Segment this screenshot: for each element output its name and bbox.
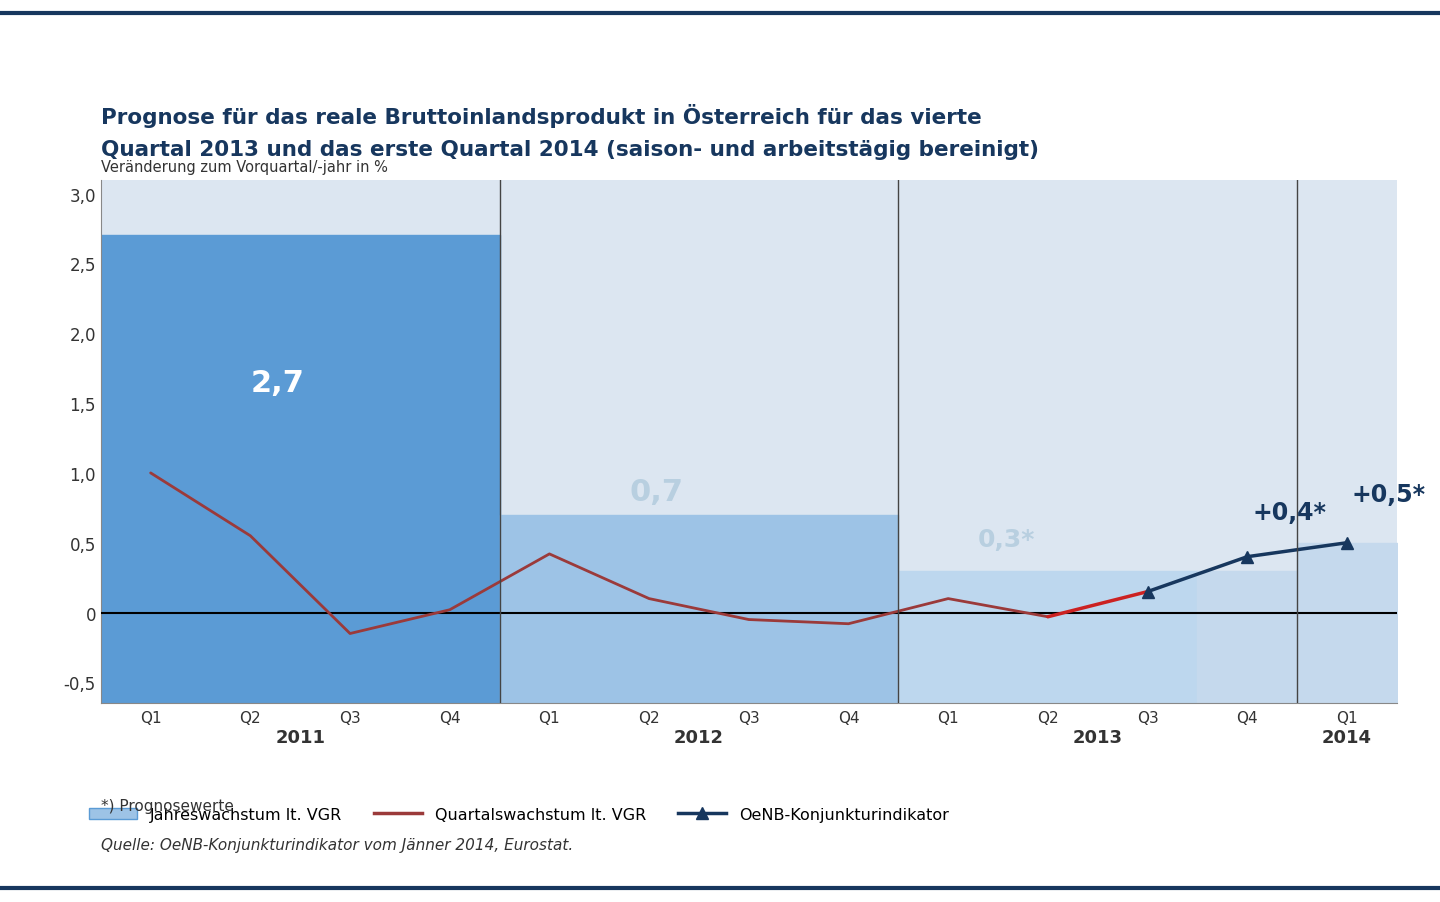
Text: Veränderung zum Vorquartal/-jahr in %: Veränderung zum Vorquartal/-jahr in % [101, 160, 387, 175]
Text: 2,7: 2,7 [251, 368, 304, 397]
Text: Quelle: OeNB-Konjunkturindikator vom Jänner 2014, Eurostat.: Quelle: OeNB-Konjunkturindikator vom Jän… [101, 837, 573, 852]
Text: Prognose für das reale Bruttoinlandsprodukt in Österreich für das vierte: Prognose für das reale Bruttoinlandsprod… [101, 104, 982, 128]
Text: Quartal 2013 und das erste Quartal 2014 (saison- und arbeitstägig bereinigt): Quartal 2013 und das erste Quartal 2014 … [101, 140, 1038, 160]
Text: +0,4*: +0,4* [1253, 501, 1326, 524]
Text: *) Prognosewerte: *) Prognosewerte [101, 798, 233, 814]
Text: 2013: 2013 [1073, 729, 1123, 747]
Text: 2012: 2012 [674, 729, 724, 747]
Text: 0,7: 0,7 [629, 477, 683, 506]
Text: 2011: 2011 [275, 729, 325, 747]
Text: 2014: 2014 [1322, 729, 1372, 747]
Legend: Jahreswachstum lt. VGR, Quartalswachstum lt. VGR, OeNB-Konjunkturindikator: Jahreswachstum lt. VGR, Quartalswachstum… [84, 800, 955, 828]
Text: 0,3*: 0,3* [978, 527, 1035, 551]
Text: +0,5*: +0,5* [1352, 483, 1426, 506]
